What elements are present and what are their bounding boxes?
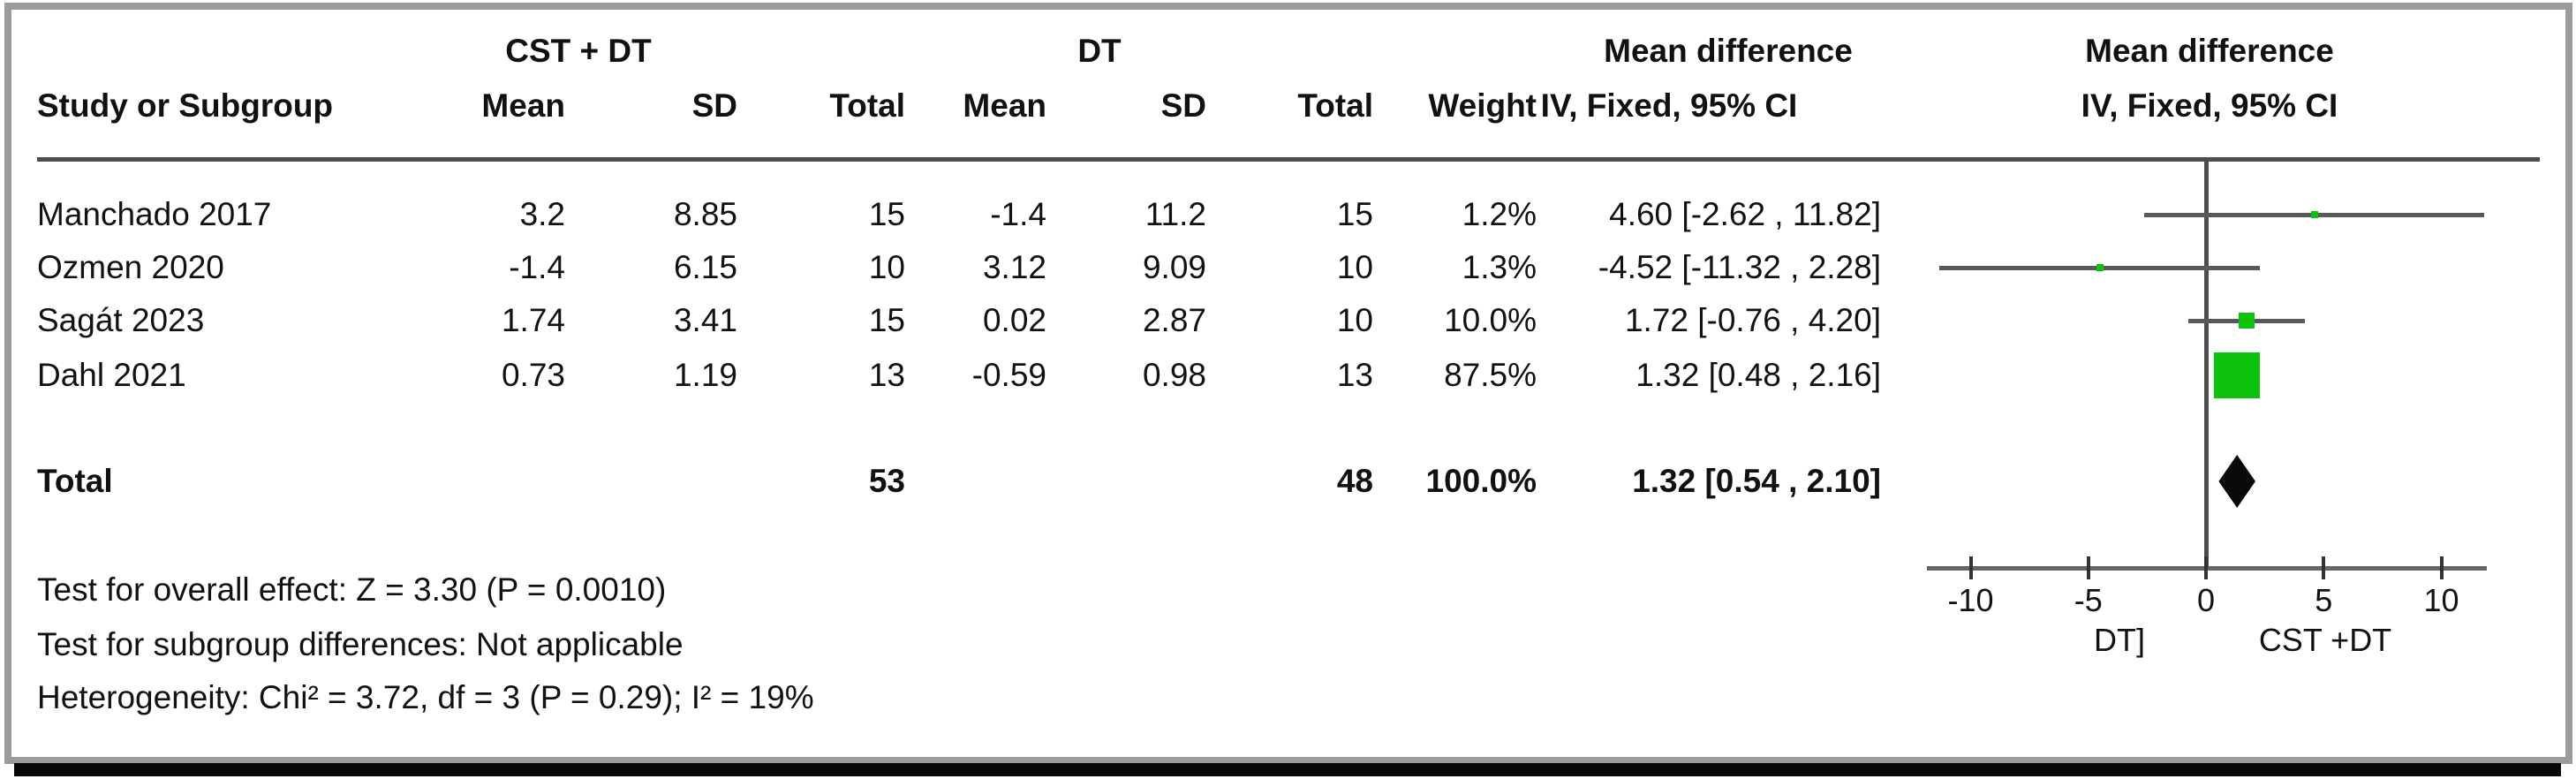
effect-marker	[2310, 211, 2318, 218]
weight-value: 10.0%	[1444, 302, 1537, 338]
group1-header: CST + DT	[505, 33, 652, 69]
ci-text: -4.52 [-11.32 , 2.28]	[1598, 249, 1881, 285]
ci-text: 4.60 [-2.62 , 11.82]	[1609, 196, 1881, 232]
x-axis-tick-label: -5	[2074, 582, 2103, 618]
x-axis-tick	[2086, 556, 2090, 579]
x-axis-tick	[2204, 556, 2208, 579]
effect-marker	[2096, 264, 2104, 271]
total1-value: 13	[868, 357, 905, 393]
favours-left-label: DT]	[2094, 622, 2145, 658]
table-row: Ozmen 2020 -1.4 6.15 10 3.12 9.09 10 1.3…	[0, 248, 2576, 287]
weight-value: 1.2%	[1462, 196, 1537, 232]
mean2-value: 3.12	[982, 249, 1046, 285]
col-header-study: Study or Subgroup	[37, 87, 334, 124]
mean2-value: -0.59	[971, 357, 1046, 393]
column-header-row: Study or Subgroup Mean SD Total Mean SD …	[0, 87, 2576, 125]
md-column-title: Mean difference	[1604, 33, 1853, 69]
figure-border-frame	[4, 3, 2572, 764]
ci-text: 1.72 [-0.76 , 4.20]	[1624, 302, 1881, 338]
x-axis-tick-label: 10	[2423, 582, 2459, 618]
col-header-md-ci: IV, Fixed, 95% CI	[1540, 87, 1798, 124]
x-axis-tick	[2439, 556, 2444, 579]
mean1-value: -1.4	[509, 249, 565, 285]
sd1-value: 3.41	[673, 302, 737, 338]
bottom-divider-bar	[14, 763, 2561, 776]
study-label: Manchado 2017	[37, 196, 272, 232]
col-header-total1: Total	[829, 87, 905, 124]
table-row: Dahl 2021 0.73 1.19 13 -0.59 0.98 13 87.…	[0, 356, 2576, 395]
mean2-value: -1.4	[990, 196, 1046, 232]
group2-header: DT	[1077, 33, 1122, 69]
x-axis-tick	[2322, 556, 2326, 579]
total-weight: 100.0%	[1425, 463, 1537, 499]
ci-text: 1.32 [0.48 , 2.16]	[1635, 357, 1881, 393]
weight-value: 87.5%	[1444, 357, 1537, 393]
mean2-value: 0.02	[982, 302, 1046, 338]
total2-value: 10	[1336, 302, 1373, 338]
favours-right-label: CST +DT	[2258, 622, 2392, 658]
x-axis-tick-label: 5	[2315, 582, 2333, 618]
total1-value: 10	[868, 249, 905, 285]
col-header-mean2: Mean	[963, 87, 1046, 124]
col-header-sd2: SD	[1160, 87, 1206, 124]
total-label: Total	[37, 463, 113, 499]
col-header-total2: Total	[1297, 87, 1373, 124]
sd2-value: 0.98	[1142, 357, 1206, 393]
zero-effect-line	[2204, 162, 2209, 568]
sd1-value: 1.19	[673, 357, 737, 393]
col-header-weight: Weight	[1428, 87, 1537, 124]
plot-subtitle: IV, Fixed, 95% CI	[2081, 87, 2338, 124]
study-label: Sagát 2023	[37, 302, 205, 338]
weight-value: 1.3%	[1462, 249, 1537, 285]
sd2-value: 11.2	[1144, 196, 1206, 232]
sd1-value: 6.15	[673, 249, 737, 285]
total-n-group1: 53	[868, 463, 905, 499]
total2-value: 10	[1336, 249, 1373, 285]
total-row: Total 53 48 100.0% 1.32 [0.54 , 2.10]	[0, 462, 2576, 501]
table-row: Manchado 2017 3.2 8.85 15 -1.4 11.2 15 1…	[0, 195, 2576, 234]
total1-value: 15	[868, 196, 905, 232]
overall-effect-test: Test for overall effect: Z = 3.30 (P = 0…	[37, 571, 667, 608]
subgroup-difference-test: Test for subgroup differences: Not appli…	[37, 626, 684, 662]
effect-marker	[2238, 313, 2255, 329]
x-axis-tick-label: 0	[2196, 582, 2216, 618]
col-header-mean1: Mean	[481, 87, 565, 124]
total-ci-text: 1.32 [0.54 , 2.10]	[1632, 463, 1881, 499]
mean1-value: 0.73	[501, 357, 565, 393]
sd1-value: 8.85	[673, 196, 737, 232]
heterogeneity-stats: Heterogeneity: Chi² = 3.72, df = 3 (P = …	[37, 679, 814, 715]
sd2-value: 2.87	[1142, 302, 1206, 338]
x-axis-tick-label: -10	[1947, 582, 1994, 618]
study-label: Ozmen 2020	[37, 249, 224, 285]
x-axis-tick	[1968, 556, 1973, 579]
effect-marker	[2213, 352, 2261, 399]
header-separator-line	[37, 157, 2540, 162]
total2-value: 13	[1336, 357, 1373, 393]
total2-value: 15	[1336, 196, 1373, 232]
study-label: Dahl 2021	[37, 357, 186, 393]
total-n-group2: 48	[1336, 463, 1373, 499]
mean1-value: 1.74	[501, 302, 565, 338]
sd2-value: 9.09	[1142, 249, 1206, 285]
total1-value: 15	[868, 302, 905, 338]
plot-title: Mean difference	[2085, 33, 2334, 69]
table-row: Sagát 2023 1.74 3.41 15 0.02 2.87 10 10.…	[0, 301, 2576, 340]
col-header-sd1: SD	[691, 87, 737, 124]
mean1-value: 3.2	[519, 196, 565, 232]
